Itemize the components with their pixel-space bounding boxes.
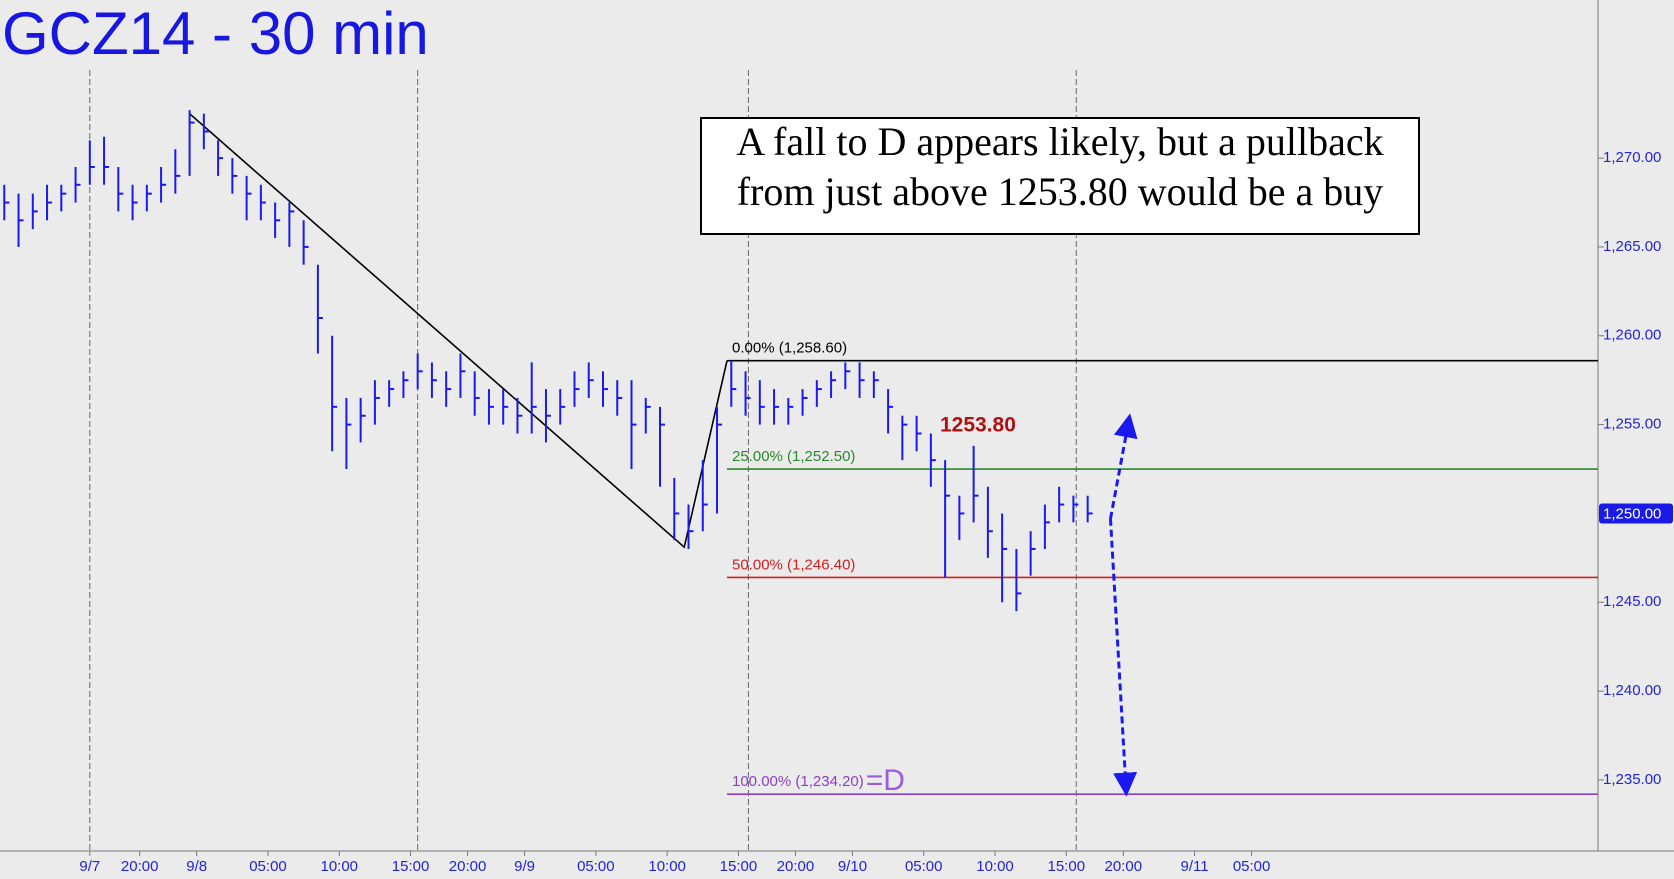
x-tick-label: 15:00	[392, 858, 430, 875]
x-tick-label: 05:00	[1233, 858, 1271, 875]
x-tick-label: 9/11	[1181, 858, 1209, 875]
x-tick-label: 9/9	[514, 858, 535, 875]
level-label: 50.00% (1,246.40)	[732, 556, 855, 573]
x-tick-label: 05:00	[249, 858, 287, 875]
annotation-line: from just above 1253.80 would be a buy	[737, 169, 1384, 214]
level-label: 25.00% (1,252.50)	[732, 448, 855, 465]
chart-title: GCZ14 - 30 min	[2, 0, 429, 67]
trendline	[189, 113, 728, 549]
projection-arrow	[1108, 518, 1138, 797]
y-tick-label: 1,260.00	[1603, 327, 1661, 344]
last-price-tag	[1599, 503, 1673, 524]
x-tick-label: 10:00	[320, 858, 358, 875]
level-label: 100.00% (1,234.20)	[732, 773, 864, 790]
x-tick-label: 20:00	[777, 858, 815, 875]
level-label: 0.00% (1,258.60)	[732, 340, 847, 357]
y-tick-label: 1,245.00	[1603, 593, 1661, 610]
x-tick-label: 20:00	[1105, 858, 1143, 875]
y-tick-label: 1,265.00	[1603, 238, 1661, 255]
y-tick-label: 1,255.00	[1603, 416, 1661, 433]
y-tick-label: 1,240.00	[1603, 682, 1661, 699]
y-tick-label: 1,270.00	[1603, 149, 1661, 166]
y-tick-label: 1,235.00	[1603, 771, 1661, 788]
x-tick-label: 9/7	[79, 858, 100, 875]
x-tick-label: 15:00	[720, 858, 758, 875]
callout-label: 1253.80	[940, 413, 1016, 436]
x-tick-label: 20:00	[449, 858, 487, 875]
x-tick-label: 05:00	[905, 858, 943, 875]
x-tick-label: 9/10	[838, 858, 867, 875]
x-tick-label: 15:00	[1048, 858, 1086, 875]
last-price-label: 1,250.00	[1603, 505, 1661, 522]
x-tick-label: 20:00	[121, 858, 159, 875]
projection-arrow	[1108, 413, 1138, 520]
x-tick-label: 9/8	[186, 858, 207, 875]
annotation-line: A fall to D appears likely, but a pullba…	[736, 119, 1383, 164]
x-tick-label: 10:00	[648, 858, 686, 875]
level-suffix: =D	[866, 764, 905, 797]
x-tick-label: 05:00	[577, 858, 615, 875]
annotation-frame	[700, 117, 1420, 235]
annotation-box: A fall to D appears likely, but a pullba…	[700, 117, 1420, 235]
x-tick-label: 10:00	[976, 858, 1014, 875]
